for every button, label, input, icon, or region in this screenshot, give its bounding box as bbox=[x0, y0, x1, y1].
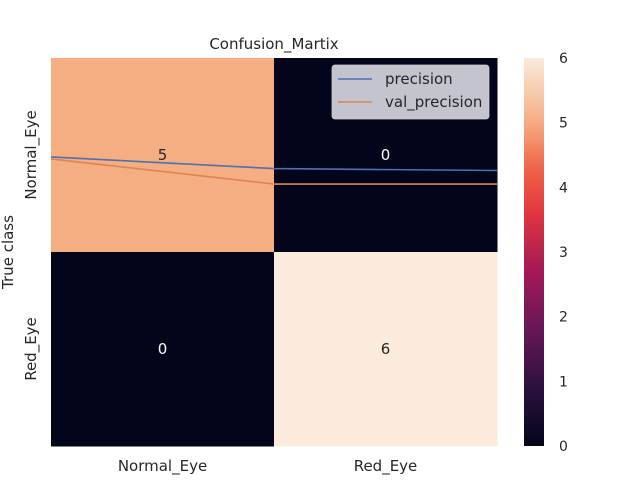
x-tick-label-0: Normal_Eye bbox=[118, 457, 207, 476]
overlay-lines bbox=[50, 156, 498, 185]
heatmap-cell-label-1-0: 0 bbox=[158, 340, 168, 358]
legend: precision val_precision bbox=[331, 64, 490, 120]
heatmap-cell-0-0 bbox=[51, 58, 275, 253]
heatmap-cell-label-1-1: 6 bbox=[381, 340, 391, 358]
heatmap-cell-label-0-0: 5 bbox=[158, 146, 168, 164]
legend-label-val-precision: val_precision bbox=[385, 93, 482, 112]
colorbar-tick-label-0: 0 bbox=[559, 439, 568, 455]
y-tick-label-0: Normal_Eye bbox=[22, 110, 41, 199]
legend-label-precision: precision bbox=[385, 70, 453, 88]
colorbar-tick-label-6: 6 bbox=[559, 51, 568, 67]
heatmap-cell-1-0 bbox=[51, 252, 275, 447]
heatmap-cell-labels: 5 0 0 6 bbox=[158, 146, 391, 358]
colorbar-tick-label-2: 2 bbox=[559, 310, 568, 326]
colorbar-tick-label-4: 4 bbox=[559, 180, 568, 196]
colorbar-gradient bbox=[524, 58, 544, 446]
x-tick-label-1: Red_Eye bbox=[354, 457, 418, 476]
y-tick-label-1: Red_Eye bbox=[22, 317, 41, 381]
y-tick-labels: Normal_Eye Red_Eye bbox=[22, 110, 41, 380]
colorbar-tick-label-3: 3 bbox=[559, 245, 568, 261]
chart-title: Confusion_Martix bbox=[209, 35, 338, 54]
colorbar-tick-label-1: 1 bbox=[559, 374, 568, 390]
series-line-val-precision bbox=[50, 158, 497, 185]
series-line-precision bbox=[50, 156, 498, 172]
x-tick-labels: Normal_Eye Red_Eye bbox=[118, 457, 417, 476]
y-axis-label: True class bbox=[0, 215, 17, 290]
heatmap-cell-1-1 bbox=[274, 252, 498, 447]
heatmap-cell-label-0-1: 0 bbox=[381, 146, 391, 164]
colorbar: 0 1 2 3 4 5 6 bbox=[524, 51, 568, 455]
colorbar-tick-label-5: 5 bbox=[559, 116, 568, 132]
